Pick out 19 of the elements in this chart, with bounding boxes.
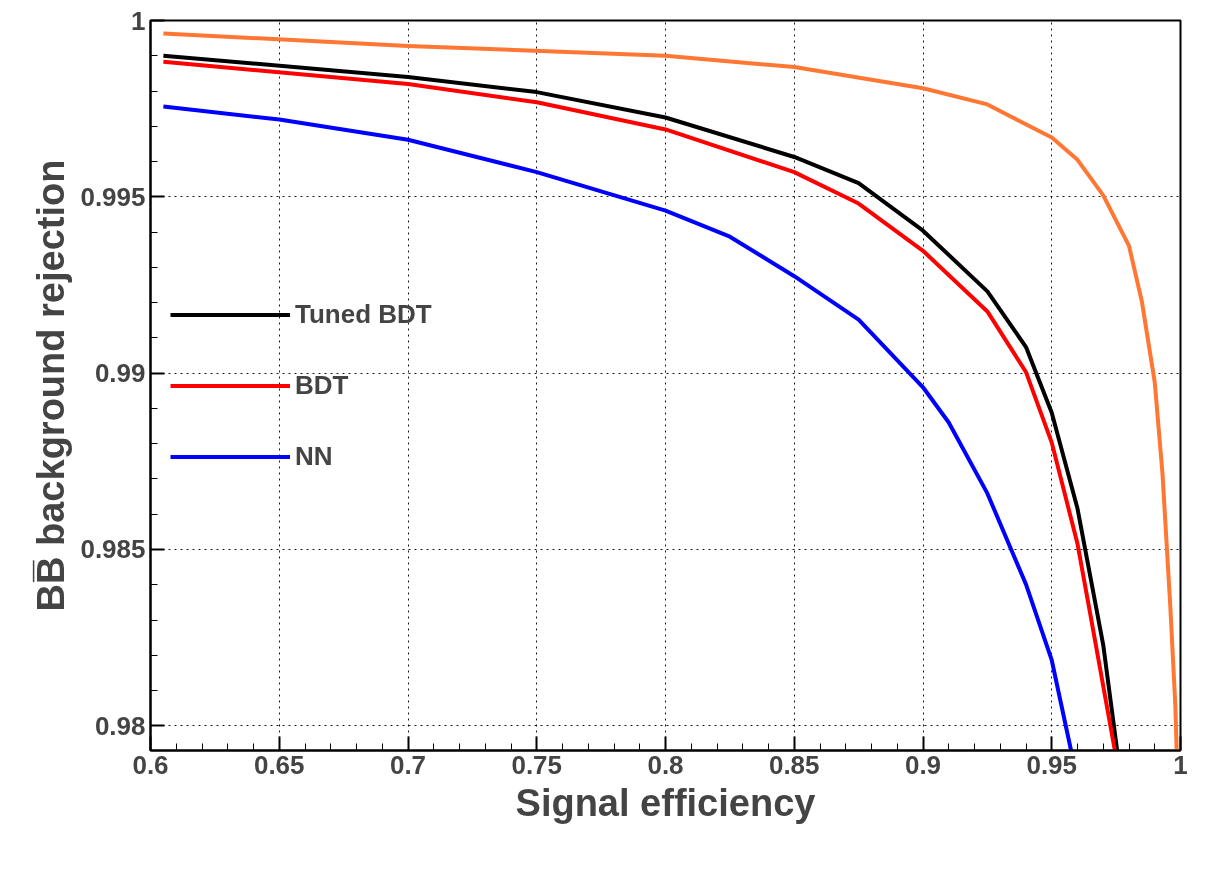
y-tick-label: 0.985 xyxy=(80,534,146,565)
x-tick-label: 0.7 xyxy=(389,749,427,780)
legend-label: Tuned BDT xyxy=(295,298,432,330)
y-tick-label: 0.99 xyxy=(94,358,146,389)
legend-label: NN xyxy=(295,440,333,472)
x-tick-label: 0.75 xyxy=(511,749,563,780)
x-tick-label: 1 xyxy=(1173,749,1188,780)
y-tick-label: 0.995 xyxy=(80,181,146,212)
y-axis-title: BB̅ background rejection xyxy=(30,159,73,612)
x-axis-title: Signal efficiency xyxy=(515,781,816,824)
x-tick-label: 0.85 xyxy=(768,749,820,780)
y-tick-label: 0.98 xyxy=(94,710,146,741)
y-tick-label: 1 xyxy=(131,5,146,36)
legend-label: BDT xyxy=(295,369,349,401)
x-tick-label: 0.9 xyxy=(904,749,942,780)
x-tick-label: 0.95 xyxy=(1026,749,1078,780)
x-tick-label: 0.6 xyxy=(132,749,169,780)
x-tick-label: 0.8 xyxy=(647,749,684,780)
x-tick-label: 0.65 xyxy=(253,749,305,780)
